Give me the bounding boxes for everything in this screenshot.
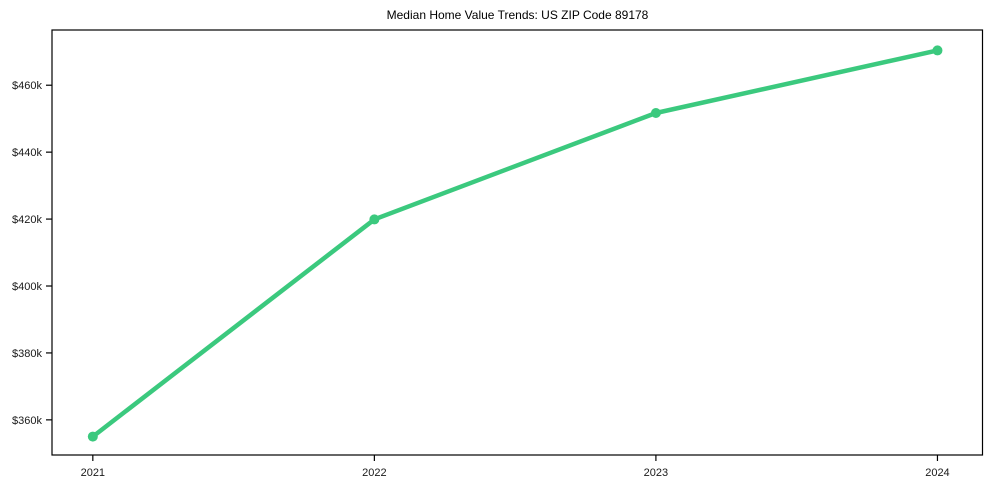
chart-title: Median Home Value Trends: US ZIP Code 89… <box>386 8 649 22</box>
data-point-marker <box>650 107 661 118</box>
data-point-marker <box>932 45 943 56</box>
y-axis-tick-label: $400k <box>12 281 42 293</box>
data-point-marker <box>369 214 380 225</box>
y-axis-tick-label: $360k <box>12 415 42 427</box>
y-axis-tick-label: $460k <box>12 80 42 92</box>
x-axis-tick-label: 2024 <box>925 467 949 479</box>
trend-line <box>90 48 940 439</box>
x-axis-tick-label: 2022 <box>362 467 386 479</box>
y-axis-tick-label: $380k <box>12 348 42 360</box>
x-axis-tick-label: 2021 <box>81 467 105 479</box>
plot-border <box>51 29 984 456</box>
x-axis-tick-label: 2023 <box>644 467 668 479</box>
y-axis-tick-label: $440k <box>12 147 42 159</box>
data-point-marker <box>87 431 98 442</box>
y-axis-tick-label: $420k <box>12 214 42 226</box>
